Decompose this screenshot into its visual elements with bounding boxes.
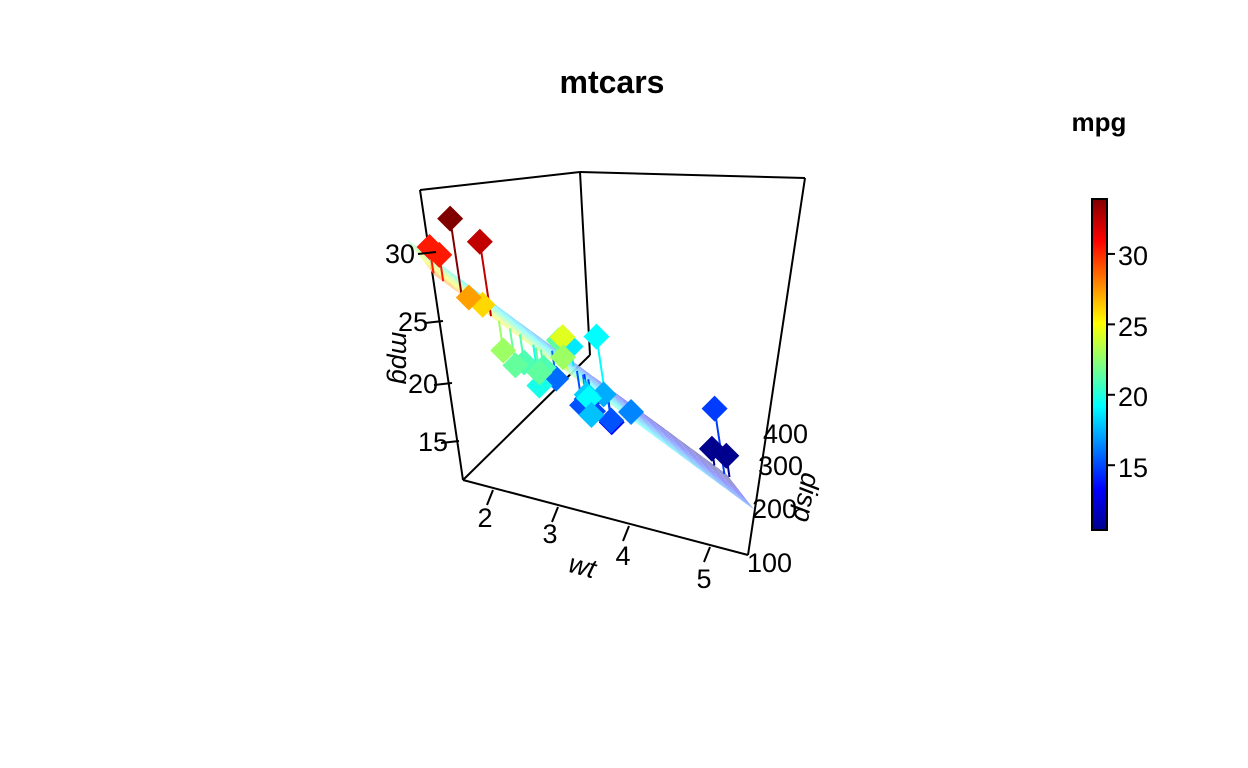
box-edge (747, 177, 806, 556)
x-tick-mark (622, 525, 630, 542)
data-point (618, 398, 645, 425)
data-point (437, 205, 464, 232)
x-tick-mark (703, 546, 711, 563)
y-tick-label: 200 (752, 494, 797, 524)
z-tick-label: 30 (385, 239, 415, 269)
box-edge (579, 171, 806, 179)
legend-tick-label: 25 (1118, 312, 1148, 342)
legend-title: mpg (1072, 107, 1127, 137)
data-point (526, 359, 553, 386)
chart-title: mtcars (560, 64, 665, 100)
data-point (583, 323, 610, 350)
x-tick-mark (486, 489, 494, 506)
box-edge (462, 479, 749, 556)
z-tick-label: 20 (408, 369, 438, 399)
data-point (502, 352, 529, 379)
legend-tick-label: 30 (1118, 241, 1148, 271)
x-tick-label: 3 (542, 519, 557, 549)
legend-tick-label: 15 (1118, 453, 1148, 483)
data-point (455, 284, 482, 311)
data-point (549, 324, 576, 351)
x-tick-label: 4 (615, 541, 630, 571)
legend-tick-label: 20 (1118, 382, 1148, 412)
data-point (550, 344, 577, 371)
z-tick-mark (433, 382, 453, 386)
data-point (490, 337, 517, 364)
z-tick-mark (440, 440, 460, 444)
data-point (698, 435, 725, 462)
box-edge (462, 354, 591, 481)
y-tick-label: 400 (763, 419, 808, 449)
data-point (426, 241, 453, 268)
data-point (575, 385, 602, 412)
x-tick-mark (551, 506, 559, 523)
z-tick-label: 25 (398, 307, 428, 337)
data-point (701, 395, 728, 422)
data-point (598, 407, 625, 434)
z-tick-mark (417, 251, 437, 255)
data-point (578, 402, 605, 429)
axis-tick-marks (417, 251, 711, 563)
y-tick-label: 300 (758, 451, 803, 481)
z-tick-label: 15 (418, 427, 448, 457)
z-axis-label: mpg (386, 332, 416, 385)
x-tick-label: 2 (477, 503, 492, 533)
colorbar (1091, 198, 1108, 531)
box-edge (579, 171, 591, 356)
y-tick-label: 100 (747, 548, 792, 578)
data-point (466, 228, 493, 255)
data-points (416, 205, 740, 469)
colorbar-ticks (1107, 252, 1115, 467)
point-stem (449, 218, 463, 295)
z-tick-mark (424, 320, 444, 324)
x-tick-label: 5 (696, 564, 711, 594)
box-edge (419, 171, 581, 191)
